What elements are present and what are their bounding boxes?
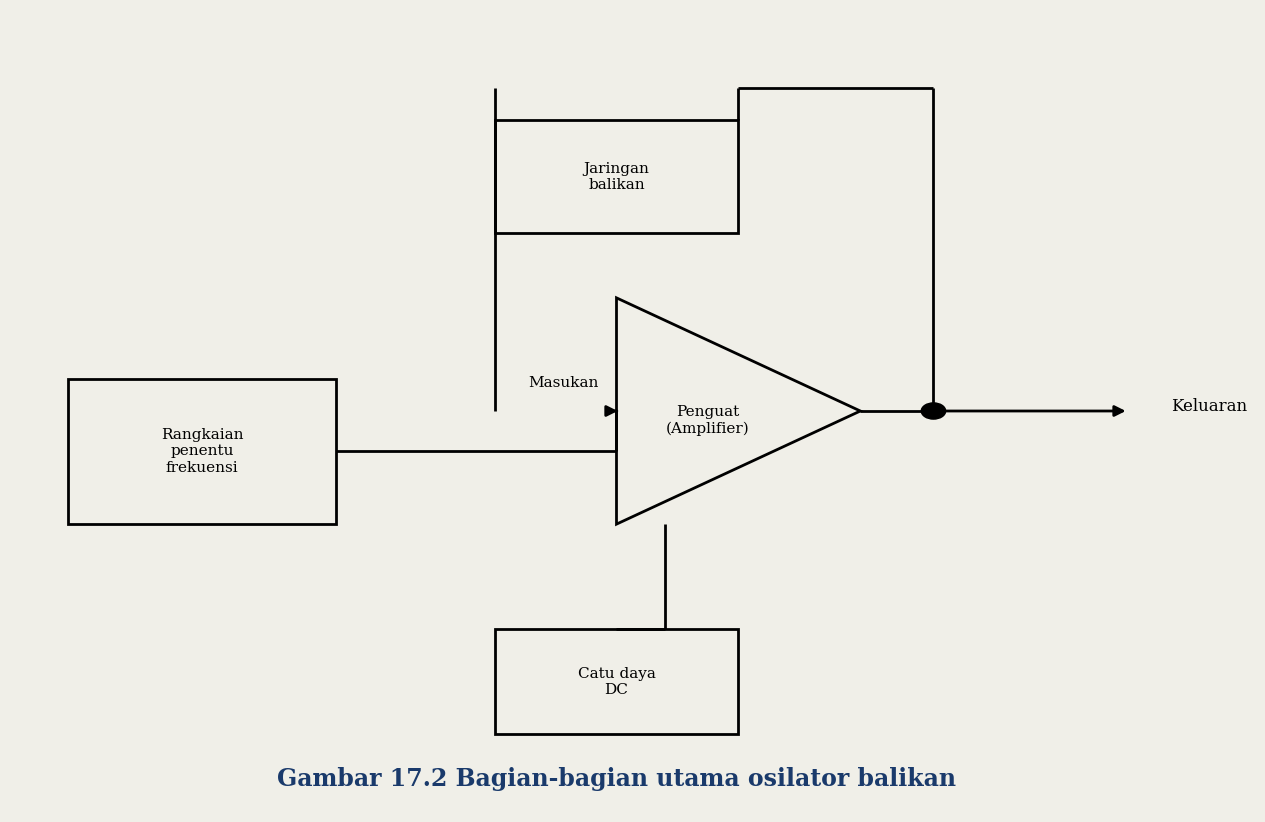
Bar <box>68 379 336 524</box>
Text: Gambar 17.2 Bagian-bagian utama osilator balikan: Gambar 17.2 Bagian-bagian utama osilator… <box>277 767 956 791</box>
Circle shape <box>921 403 946 419</box>
Bar <box>495 629 739 734</box>
Text: Rangkaian
penentu
frekuensi: Rangkaian penentu frekuensi <box>161 428 243 474</box>
Bar <box>495 120 739 233</box>
Text: Catu daya
DC: Catu daya DC <box>578 667 655 697</box>
Text: Penguat
(Amplifier): Penguat (Amplifier) <box>667 405 750 436</box>
Text: Keluaran: Keluaran <box>1171 399 1247 415</box>
Text: Jaringan
balikan: Jaringan balikan <box>583 162 649 192</box>
Text: Masukan: Masukan <box>528 376 598 390</box>
